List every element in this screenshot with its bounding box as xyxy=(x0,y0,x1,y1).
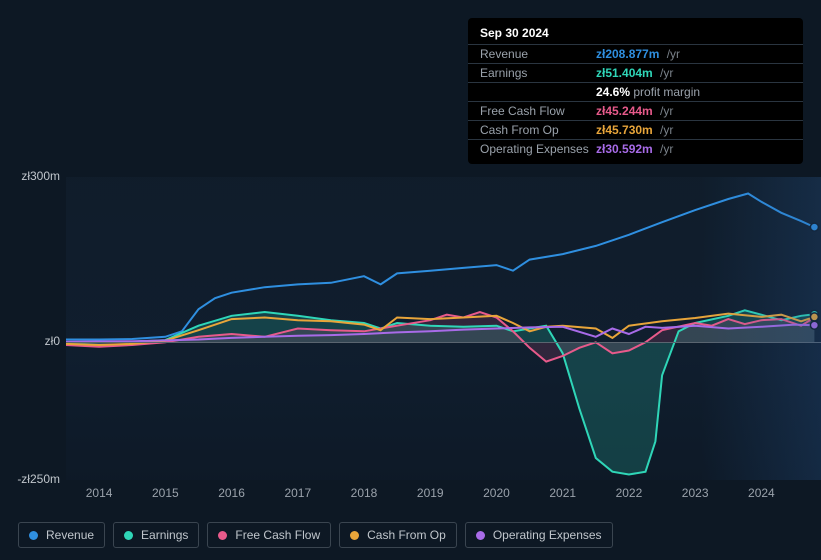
legend-item-free-cash-flow[interactable]: Free Cash Flow xyxy=(207,522,331,548)
x-axis-label: 2024 xyxy=(748,486,775,500)
tooltip-row-value: zł51.404m /yr xyxy=(596,66,673,80)
tooltip-row-value: zł45.244m /yr xyxy=(596,104,673,118)
series-end-dot xyxy=(810,223,818,231)
financials-chart: zł300m zł0 -zł250m 2014 2015 2016 2017 2018 201… xyxy=(16,155,805,500)
series-end-dot xyxy=(810,321,818,329)
legend-swatch xyxy=(218,531,227,540)
tooltip-row: Cash From Opzł45.730m /yr xyxy=(468,120,803,139)
tooltip-row-value: zł45.730m /yr xyxy=(596,123,673,137)
tooltip-row-label: Operating Expenses xyxy=(480,142,596,156)
x-axis-label: 2014 xyxy=(86,486,113,500)
tooltip-row: 24.6% profit margin xyxy=(468,82,803,101)
chart-plot-area[interactable] xyxy=(66,177,821,480)
tooltip-row-label xyxy=(480,85,596,99)
x-axis-label: 2016 xyxy=(218,486,245,500)
legend-label: Free Cash Flow xyxy=(235,528,320,542)
legend-swatch xyxy=(476,531,485,540)
x-axis-label: 2018 xyxy=(351,486,378,500)
tooltip-row: Earningszł51.404m /yr xyxy=(468,63,803,82)
legend-label: Revenue xyxy=(46,528,94,542)
legend-swatch xyxy=(124,531,133,540)
legend-label: Cash From Op xyxy=(367,528,446,542)
chart-legend: Revenue Earnings Free Cash Flow Cash From O… xyxy=(18,522,613,548)
tooltip-row: Free Cash Flowzł45.244m /yr xyxy=(468,101,803,120)
tooltip-row-label: Earnings xyxy=(480,66,596,80)
tooltip-row-label: Free Cash Flow xyxy=(480,104,596,118)
legend-item-revenue[interactable]: Revenue xyxy=(18,522,105,548)
legend-label: Earnings xyxy=(141,528,188,542)
legend-swatch xyxy=(350,531,359,540)
chart-tooltip: Sep 30 2024 Revenuezł208.877m /yrEarning… xyxy=(468,18,803,164)
legend-label: Operating Expenses xyxy=(493,528,602,542)
y-axis-label: zł0 xyxy=(16,334,60,348)
legend-item-cash-from-op[interactable]: Cash From Op xyxy=(339,522,457,548)
x-axis-label: 2019 xyxy=(417,486,444,500)
x-axis-label: 2020 xyxy=(483,486,510,500)
tooltip-row-value: zł208.877m /yr xyxy=(596,47,680,61)
series-end-dot xyxy=(810,313,818,321)
chart-svg xyxy=(66,177,821,480)
y-axis-label: zł300m xyxy=(16,169,60,183)
y-axis-label: -zł250m xyxy=(16,472,60,486)
legend-item-operating-expenses[interactable]: Operating Expenses xyxy=(465,522,613,548)
legend-swatch xyxy=(29,531,38,540)
tooltip-row-label: Cash From Op xyxy=(480,123,596,137)
zero-gridline xyxy=(66,342,821,343)
x-axis-label: 2017 xyxy=(284,486,311,500)
x-axis-label: 2022 xyxy=(616,486,643,500)
tooltip-date: Sep 30 2024 xyxy=(468,24,803,44)
x-axis-label: 2021 xyxy=(549,486,576,500)
tooltip-row-value: 24.6% profit margin xyxy=(596,85,700,99)
tooltip-row-label: Revenue xyxy=(480,47,596,61)
x-axis-label: 2015 xyxy=(152,486,179,500)
tooltip-row-value: zł30.592m /yr xyxy=(596,142,673,156)
x-axis-label: 2023 xyxy=(682,486,709,500)
legend-item-earnings[interactable]: Earnings xyxy=(113,522,199,548)
tooltip-row: Revenuezł208.877m /yr xyxy=(468,44,803,63)
